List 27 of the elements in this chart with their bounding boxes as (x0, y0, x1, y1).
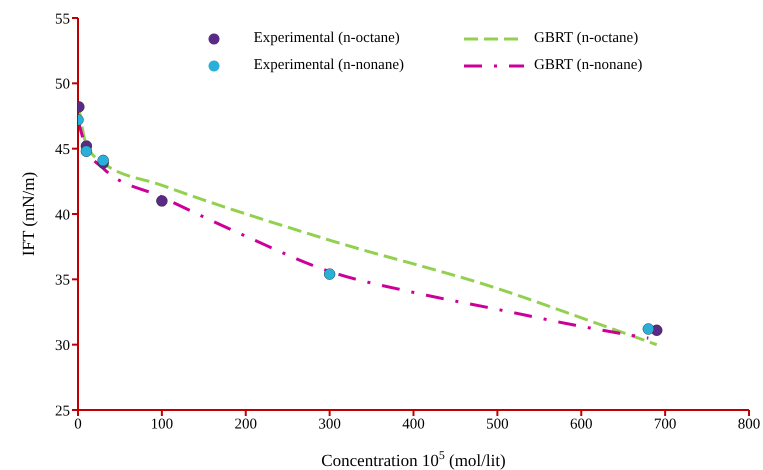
x-tick-label: 200 (234, 416, 257, 433)
legend-label: Experimental (n-octane) (254, 30, 400, 47)
x-tick-label: 0 (74, 416, 82, 433)
x-axis-title: Concentration 10$^{5}$ (mol/lit) (321, 448, 506, 470)
y-tick-label: 35 (55, 272, 70, 289)
point (324, 268, 336, 280)
legend-label: Experimental (n-nonane) (254, 57, 404, 74)
y-tick-label: 40 (55, 207, 70, 224)
x-tick-label: 300 (318, 416, 341, 433)
point (80, 146, 92, 157)
point (97, 154, 109, 166)
legend-label: GBRT (n-nonane) (534, 57, 642, 74)
y-tick-label: 30 (55, 338, 70, 354)
y-tick-label: 50 (55, 76, 70, 93)
y-tick-label: 25 (55, 403, 70, 420)
point (642, 323, 654, 335)
y-axis-title: IFT (mN/m) (19, 172, 38, 256)
legend-label: GBRT (n-octane) (534, 30, 638, 47)
x-tick-label: 700 (654, 416, 676, 433)
x-tick-label: 500 (486, 416, 509, 433)
x-tick-label: 800 (738, 416, 760, 433)
point (156, 195, 168, 207)
x-tick-label: 100 (150, 416, 174, 433)
y-tick-label: 45 (55, 142, 70, 158)
y-tick-label: 55 (55, 11, 70, 28)
x-tick-label: 400 (402, 416, 425, 433)
x-tick-label: 600 (570, 416, 592, 433)
